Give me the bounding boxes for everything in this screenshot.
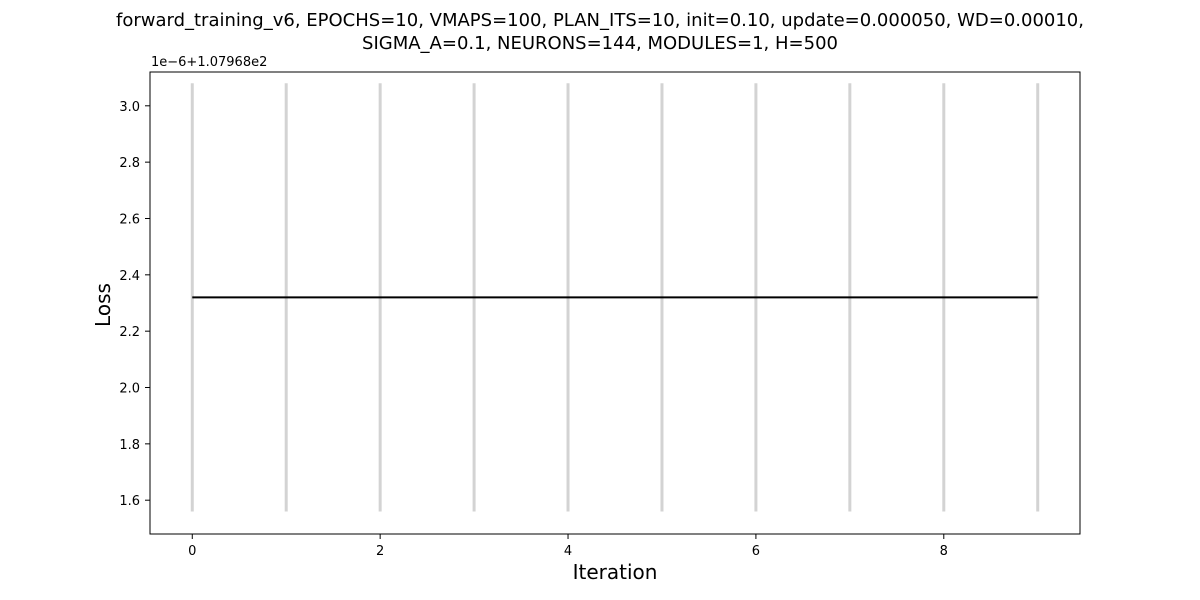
y-tick-label-5: 2.6 bbox=[119, 212, 140, 227]
y-tick-label-1: 1.8 bbox=[119, 438, 140, 453]
x-tick-label-4: 8 bbox=[940, 544, 948, 559]
y-axis-label: Loss bbox=[91, 283, 115, 327]
y-tick-label-3: 2.2 bbox=[119, 325, 140, 340]
y-tick-label-7: 3.0 bbox=[119, 100, 140, 115]
y-tick-label-2: 2.0 bbox=[119, 382, 140, 397]
x-tick-label-3: 6 bbox=[752, 544, 760, 559]
x-axis-label: Iteration bbox=[572, 560, 658, 584]
chart-title-line-2: SIGMA_A=0.1, NEURONS=144, MODULES=1, H=5… bbox=[362, 33, 838, 54]
x-tick-label-1: 2 bbox=[376, 544, 384, 559]
chart-title-line-1: forward_training_v6, EPOCHS=10, VMAPS=10… bbox=[115, 10, 1084, 31]
x-tick-label-2: 4 bbox=[564, 544, 572, 559]
y-axis-offset-label: 1e−6+1.07968e2 bbox=[151, 55, 268, 70]
plot-frame bbox=[149, 71, 1081, 535]
y-tick-label-6: 2.8 bbox=[119, 156, 140, 171]
y-tick-label-0: 1.6 bbox=[119, 494, 140, 509]
y-tick-label-4: 2.4 bbox=[119, 269, 140, 284]
x-tick-label-0: 0 bbox=[188, 544, 196, 559]
